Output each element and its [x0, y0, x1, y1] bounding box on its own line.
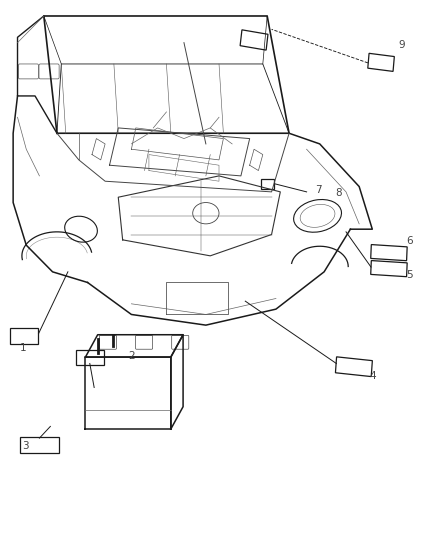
Text: 5: 5	[406, 270, 413, 280]
Text: 3: 3	[22, 441, 29, 451]
Text: 6: 6	[406, 236, 413, 246]
Text: 4: 4	[370, 371, 377, 381]
Text: 9: 9	[398, 40, 405, 50]
Text: 1: 1	[19, 343, 26, 352]
Text: 8: 8	[335, 189, 342, 198]
Text: 7: 7	[315, 185, 322, 195]
Text: 2: 2	[128, 351, 135, 361]
